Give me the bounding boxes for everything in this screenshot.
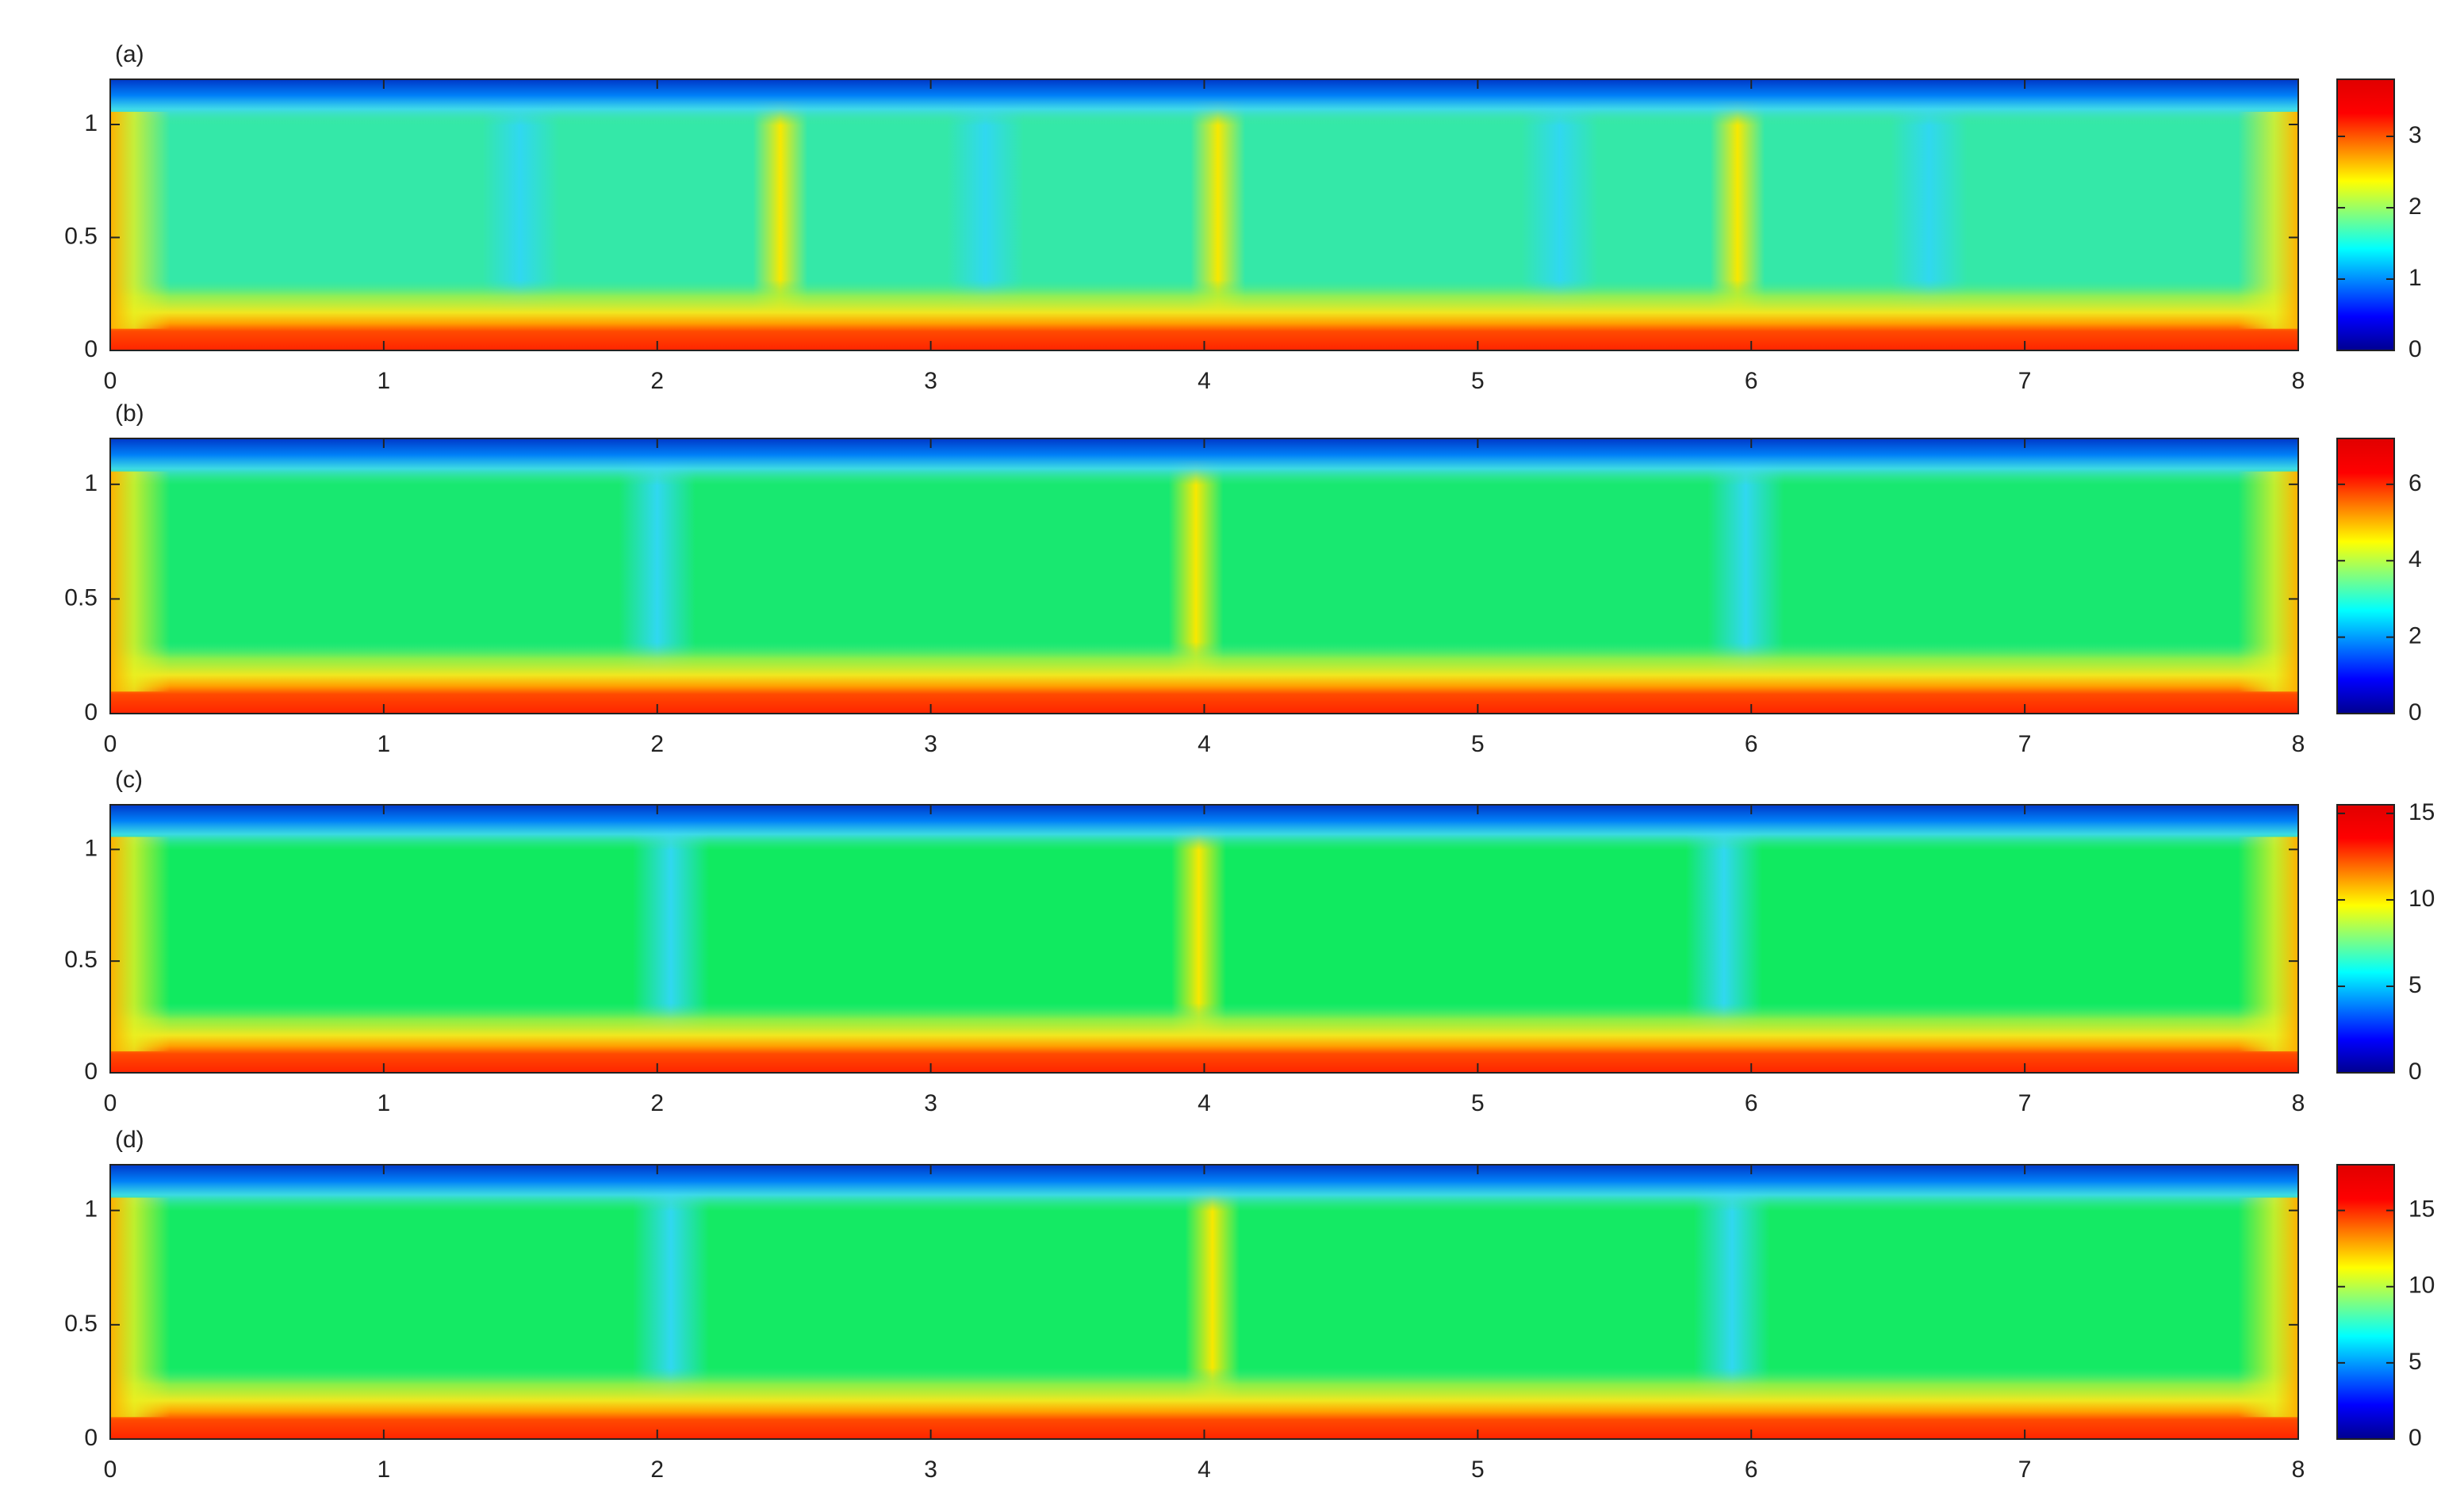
x-tick-label: 2 bbox=[650, 368, 664, 394]
x-tick-label: 8 bbox=[2292, 731, 2305, 757]
y-tick-label: 0 bbox=[84, 1058, 98, 1085]
x-tick-label: 3 bbox=[924, 1090, 937, 1116]
right-wall bbox=[2238, 1197, 2298, 1418]
x-tick-label: 7 bbox=[2018, 1456, 2032, 1483]
right-wall bbox=[2238, 471, 2298, 692]
colorbar-tick-label: 2 bbox=[2408, 623, 2422, 649]
field-gradient bbox=[110, 1165, 2298, 1439]
x-tick-label: 3 bbox=[924, 368, 937, 394]
panel-label: (b) bbox=[115, 400, 144, 427]
field bbox=[110, 1165, 2298, 1439]
x-tick-label: 2 bbox=[650, 1456, 664, 1483]
y-tick-label: 0 bbox=[84, 1425, 98, 1451]
x-tick-label: 1 bbox=[377, 1090, 391, 1116]
x-tick-label: 1 bbox=[377, 368, 391, 394]
x-tick-label: 4 bbox=[1198, 731, 1211, 757]
panel-label: (a) bbox=[115, 41, 144, 67]
colorbar-tick-label: 0 bbox=[2408, 1058, 2422, 1085]
x-tick-label: 4 bbox=[1198, 1456, 1211, 1483]
field bbox=[110, 79, 2298, 350]
colorbar-tick-label: 3 bbox=[2408, 122, 2422, 148]
x-tick-label: 8 bbox=[2292, 1090, 2305, 1116]
x-tick-label: 7 bbox=[2018, 368, 2032, 394]
y-tick-label: 0.5 bbox=[64, 223, 98, 249]
y-tick-label: 1 bbox=[84, 1196, 98, 1223]
colorbar bbox=[2336, 804, 2395, 1074]
x-tick-label: 3 bbox=[924, 731, 937, 757]
colorbar-tick-label: 15 bbox=[2408, 1196, 2435, 1223]
x-tick-label: 6 bbox=[1745, 1090, 1758, 1116]
y-tick-label: 0.5 bbox=[64, 1311, 98, 1337]
colorbar-tick-label: 6 bbox=[2408, 470, 2422, 496]
x-tick-label: 0 bbox=[104, 1090, 117, 1116]
left-wall bbox=[110, 112, 171, 329]
x-tick-label: 1 bbox=[377, 731, 391, 757]
x-tick-label: 5 bbox=[1471, 1090, 1485, 1116]
x-tick-label: 8 bbox=[2292, 1456, 2305, 1483]
colorbar-tick-label: 15 bbox=[2408, 799, 2435, 825]
panel-label: (d) bbox=[115, 1127, 144, 1153]
x-tick-label: 5 bbox=[1471, 368, 1485, 394]
x-tick-label: 5 bbox=[1471, 1456, 1485, 1483]
field bbox=[110, 438, 2298, 714]
x-tick-label: 0 bbox=[104, 731, 117, 757]
panel: (b) 0 1 2 3 4 5 6 7 8 0 0.5 1 0 2 4 6 bbox=[64, 400, 2421, 757]
colorbar bbox=[2336, 438, 2395, 714]
panel-label: (c) bbox=[115, 767, 143, 793]
x-tick-label: 6 bbox=[1745, 368, 1758, 394]
y-tick-label: 0 bbox=[84, 336, 98, 362]
colorbar-tick-label: 5 bbox=[2408, 972, 2422, 998]
x-tick-label: 2 bbox=[650, 731, 664, 757]
left-wall bbox=[110, 836, 171, 1051]
colorbar bbox=[2336, 78, 2395, 351]
x-tick-label: 7 bbox=[2018, 731, 2032, 757]
colorbar-tick-label: 5 bbox=[2408, 1349, 2422, 1375]
panel: (a) 0 1 2 3 4 5 6 7 8 0 0.5 1 0 1 2 3 bbox=[64, 41, 2421, 394]
x-tick-label: 4 bbox=[1198, 368, 1211, 394]
x-tick-label: 0 bbox=[104, 1456, 117, 1483]
right-wall bbox=[2238, 112, 2298, 329]
y-tick-label: 1 bbox=[84, 470, 98, 496]
x-tick-label: 6 bbox=[1745, 731, 1758, 757]
colorbar-tick-label: 0 bbox=[2408, 699, 2422, 725]
right-wall bbox=[2238, 836, 2298, 1051]
x-tick-label: 7 bbox=[2018, 1090, 2032, 1116]
y-tick-label: 1 bbox=[84, 110, 98, 136]
colorbar-tick-label: 2 bbox=[2408, 193, 2422, 220]
x-tick-label: 3 bbox=[924, 1456, 937, 1483]
colorbar-tick-label: 1 bbox=[2408, 265, 2422, 291]
x-tick-label: 5 bbox=[1471, 731, 1485, 757]
field-gradient bbox=[110, 438, 2298, 714]
x-tick-label: 0 bbox=[104, 368, 117, 394]
field-gradient bbox=[110, 805, 2298, 1073]
x-tick-label: 4 bbox=[1198, 1090, 1211, 1116]
colorbar-tick-label: 4 bbox=[2408, 546, 2422, 572]
y-tick-label: 0.5 bbox=[64, 584, 98, 611]
y-tick-label: 0.5 bbox=[64, 947, 98, 973]
y-tick-label: 0 bbox=[84, 699, 98, 725]
colorbar-tick-label: 0 bbox=[2408, 1425, 2422, 1451]
colorbar-tick-label: 0 bbox=[2408, 336, 2422, 362]
colorbar-tick-label: 10 bbox=[2408, 886, 2435, 912]
x-tick-label: 1 bbox=[377, 1456, 391, 1483]
x-tick-label: 6 bbox=[1745, 1456, 1758, 1483]
x-tick-label: 2 bbox=[650, 1090, 664, 1116]
left-wall bbox=[110, 1197, 171, 1418]
colorbar bbox=[2336, 1164, 2395, 1440]
x-tick-label: 8 bbox=[2292, 368, 2305, 394]
field bbox=[110, 805, 2298, 1073]
field-gradient bbox=[110, 79, 2298, 350]
colorbar-tick-label: 10 bbox=[2408, 1273, 2435, 1299]
y-tick-label: 1 bbox=[84, 835, 98, 861]
left-wall bbox=[110, 471, 171, 692]
